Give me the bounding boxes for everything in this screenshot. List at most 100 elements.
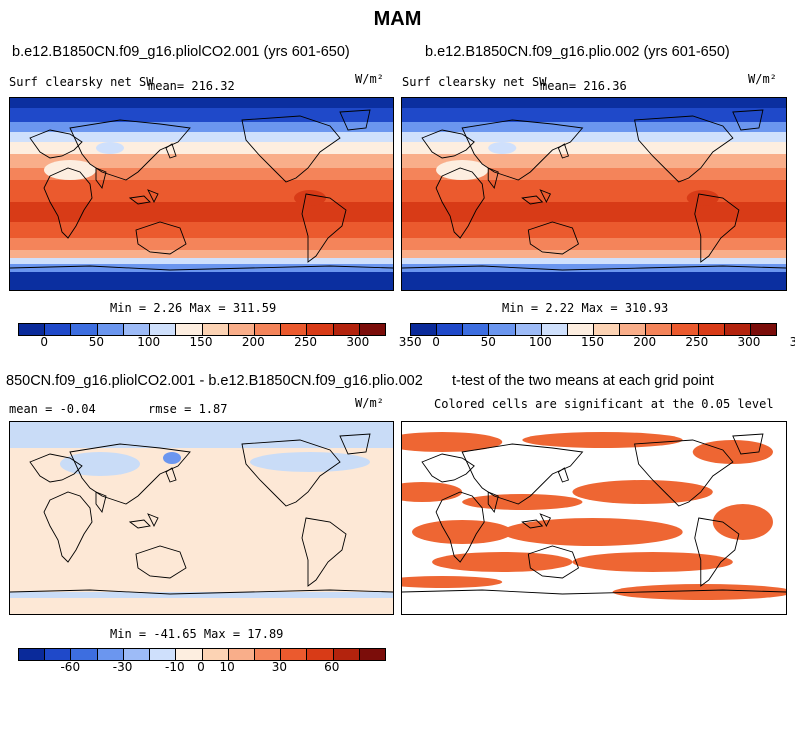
sw-band [10,202,393,222]
significant-region [402,482,463,502]
colorbar-swatch [45,324,72,335]
colorbar-swatch [307,324,334,335]
panel1-case-title: b.e12.B1850CN.f09_g16.pliolCO2.001 (yrs … [12,44,350,60]
colorbar-swatch [489,324,516,335]
colorbar-swatch [646,324,673,335]
colorbar-swatch [150,324,177,335]
sw-band [402,122,786,132]
colorbar-swatch [176,649,203,660]
colorbar-tick-label: 0 [197,660,205,674]
colorbar-tick-label: 100 [137,335,161,349]
colorbar-swatch [411,324,438,335]
coastline [694,193,740,263]
colorbar-swatch [593,324,621,335]
colorbar-tick-label: 0 [40,335,48,349]
plateau-region [96,142,124,154]
colorbar-swatch [359,649,386,660]
colorbar-swatch [620,324,647,335]
coastline [29,453,83,483]
colorbar-swatch [567,324,594,335]
panel3-colorbar-labels: -60 -30 -10 0 10 30 60 [18,660,384,674]
coastline [521,195,544,205]
sw-band [402,272,786,290]
colorbar-swatch [150,649,177,660]
sw-band [10,238,393,250]
sw-band [10,250,393,258]
significant-region [412,520,513,544]
colorbar-swatch [750,324,776,335]
coastline [69,443,191,505]
panel1-minmax: Min = 2.26 Max = 311.59 [110,301,277,315]
colorbar-swatch [19,324,46,335]
colorbar-swatch [71,324,98,335]
panel3-rmse: rmse = 1.87 [148,402,228,416]
colorbar-tick-label: 200 [241,335,265,349]
colorbar-tick-label: 30 [271,660,288,674]
panel3-mean: mean = -0.04 [9,402,96,416]
coastline [10,589,393,595]
sw-band [402,250,786,258]
panel4-title: t-test of the two means at each grid poi… [452,373,714,389]
coastline [435,491,485,563]
panel3-map-svg [10,422,393,614]
panel2-minmax: Min = 2.22 Max = 310.93 [502,301,669,315]
colorbar-swatch [254,649,282,660]
colorbar-tick-label: 250 [685,335,709,349]
colorbar-swatch [281,324,308,335]
significant-region [402,432,503,452]
panel1-map-svg [10,98,393,290]
panel3-units: W/m² [355,396,384,410]
coastline [461,119,584,181]
colorbar-swatch [176,324,203,335]
significant-region [572,552,733,572]
panel1-variable: Surf clearsky net SW [9,75,154,89]
panel2-colorbar [410,323,777,336]
colorbar-tick-label: 350 [398,335,422,349]
colorbar-tick-label: 0 [432,335,440,349]
panel4-subtitle: Colored cells are significant at the 0.0… [434,397,774,411]
panel2-units: W/m² [748,72,777,86]
significant-region [432,552,573,572]
significant-region [502,518,683,546]
significant-region [712,504,773,540]
diff-antarctic-band [10,592,393,598]
panel4-map-svg [402,422,786,614]
coastline [557,143,570,159]
colorbar-tick-label: 50 [88,335,105,349]
sw-band [402,108,786,122]
coastline [241,115,341,183]
panel3-map [9,421,394,615]
sw-band [10,154,393,168]
colorbar-swatch [97,324,124,335]
colorbar-swatch [463,324,490,335]
diff-arctic-band [10,422,393,448]
colorbar-swatch [698,324,725,335]
coastline [147,513,159,528]
coastline [135,221,187,255]
colorbar-swatch [19,649,46,660]
coastline [461,443,584,505]
coastline [165,143,177,159]
coastline [421,129,475,159]
coastline [43,491,93,563]
coastline [539,189,552,204]
coastline [634,439,734,507]
colorbar-swatch [333,649,360,660]
panel1-colorbar-labels: 0 50 100 150 200 250 300 350 [18,335,421,349]
colorbar-swatch [359,324,386,335]
coastline [43,167,93,239]
colorbar-tick-label: 150 [189,335,213,349]
panel3-colorbar [18,648,386,661]
sw-band [10,264,393,272]
coastline [128,519,151,529]
colorbar-tick-label: 60 [324,660,340,674]
colorbar-swatch [281,649,308,660]
sw-band [402,98,786,108]
colorbar-tick-label: -10 [165,660,185,674]
panel2-case-title: b.e12.B1850CN.f09_g16.plio.002 (yrs 601-… [425,44,730,60]
colorbar-swatch [333,324,360,335]
coastline [527,221,580,255]
panel4-map [401,421,787,615]
coastline [165,467,177,483]
sw-band [10,272,393,290]
